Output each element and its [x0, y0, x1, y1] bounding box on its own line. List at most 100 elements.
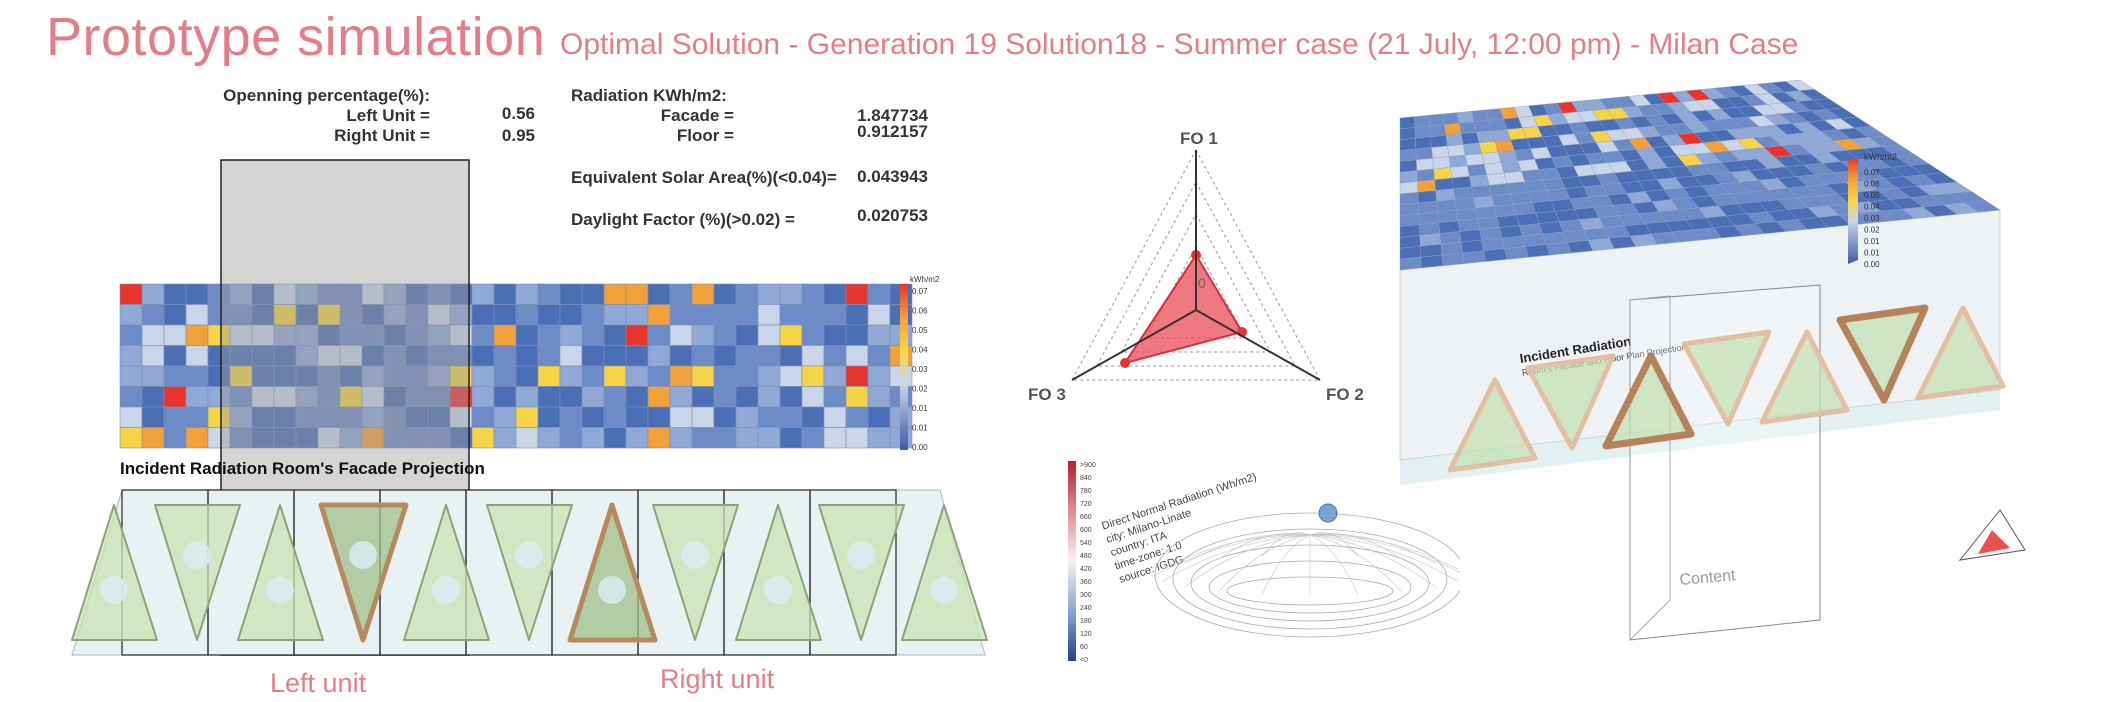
heatmap-cell: [713, 386, 737, 408]
iso-heatmap-cell: [1436, 199, 1457, 213]
objective-radar-chart: 0 FO 1 FO 2 FO 3: [1028, 129, 1364, 404]
panel-opening: [183, 541, 211, 569]
heatmap-cell: [559, 427, 583, 449]
iso-legend-tick: 0.00: [1864, 260, 1880, 269]
heatmap-cell: [823, 427, 847, 449]
heatmap-cell: [625, 324, 649, 346]
iso-heatmap-cell: [1399, 148, 1417, 162]
heatmap-cell: [757, 365, 781, 387]
heatmap-cell: [185, 283, 209, 305]
iso-heatmap-cell: [1429, 124, 1447, 137]
iso-heatmap-cell: [1419, 222, 1441, 236]
iso-heatmap-cell: [1509, 191, 1533, 205]
sun-legend-tick: 540: [1080, 540, 1092, 547]
heatmap-cell: [119, 427, 143, 449]
sun-legend-tick: 300: [1080, 592, 1092, 599]
iso-heatmap-cell: [1454, 197, 1476, 211]
heatmap-cell: [185, 324, 209, 346]
sun-legend-tick: <0: [1080, 657, 1088, 664]
iso-heatmap-cell: [1420, 254, 1444, 269]
heatmap-cell: [625, 345, 649, 367]
iso-heatmap-cell: [1415, 147, 1433, 161]
heatmap-cell: [823, 386, 847, 408]
iso-heatmap-cell: [1462, 250, 1486, 264]
heatmap-cell: [537, 304, 561, 326]
opening-heading: Openning percentage(%):: [223, 86, 430, 105]
legend-tick-label: 0.03: [912, 365, 928, 374]
heatmap-cell: [757, 427, 781, 449]
heatmap-cell: [735, 345, 759, 367]
facade-label: Facade =: [660, 106, 734, 125]
heatmap-cell: [493, 345, 517, 367]
sun-legend-tick: 120: [1080, 631, 1092, 638]
iso-heatmap-cell: [1414, 115, 1430, 128]
iso-heatmap-cell: [1415, 136, 1432, 150]
right-unit-label: Right Unit =: [334, 126, 430, 145]
heatmap-cell: [779, 304, 803, 326]
heatmap-cell: [581, 406, 605, 428]
triangle-panel: [71, 504, 158, 641]
heatmap-cell: [779, 406, 803, 428]
heatmap-cell: [669, 304, 693, 326]
heatmap-cell: [757, 304, 781, 326]
facade-value: 1.847734: [857, 106, 928, 125]
heatmap-cell: [867, 406, 891, 428]
sun-legend-tick: 780: [1080, 488, 1092, 495]
heatmap-cell: [515, 386, 539, 408]
heatmap-cell: [713, 304, 737, 326]
heatmap-cell: [867, 324, 891, 346]
heatmap-cell: [735, 324, 759, 346]
heatmap-cell: [603, 324, 627, 346]
heatmap-cell: [603, 406, 627, 428]
heatmap-cell: [647, 386, 671, 408]
iso-heatmap-cell: [1430, 135, 1448, 148]
heatmap-cell: [691, 365, 715, 387]
heatmap-cell: [559, 365, 583, 387]
heatmap-cell: [185, 304, 209, 326]
legend-tick-label: 0.01: [912, 404, 928, 413]
iso-heatmap-cell: [1546, 242, 1572, 256]
heatmap-cell: [757, 386, 781, 408]
heatmap-cell: [559, 345, 583, 367]
heatmap-cell: [163, 304, 187, 326]
content-label: Content: [1679, 567, 1737, 589]
heatmap-cell: [163, 427, 187, 449]
sun-legend-tick: 720: [1080, 501, 1092, 508]
heatmap-cell: [119, 406, 143, 428]
panel-opening: [847, 541, 875, 569]
heatmap-cell: [471, 365, 495, 387]
heatmap-cell: [669, 283, 693, 305]
radar-label-fo1: FO 1: [1180, 129, 1218, 148]
radar-grid-ring: [1071, 148, 1321, 381]
heatmap-cell: [625, 304, 649, 326]
iso-heatmap-cell: [1491, 193, 1514, 207]
heatmap-cell: [647, 406, 671, 428]
legend-colorbar: [900, 284, 908, 450]
iso-heatmap-cell: [1489, 183, 1511, 197]
facade-heatmap: [119, 283, 913, 449]
heatmap-cell: [141, 365, 165, 387]
iso-legend-tick: 0.03: [1864, 214, 1880, 223]
heatmap-cell: [537, 406, 561, 428]
heatmap-cell: [141, 345, 165, 367]
heatmap-cell: [669, 324, 693, 346]
heatmap-cell: [691, 427, 715, 449]
iso-heatmap-cell: [1416, 158, 1434, 171]
iso-heatmap-cell: [1441, 252, 1465, 266]
panel-opening: [515, 541, 543, 569]
legend-tick-label: 0.06: [912, 307, 928, 316]
iso-heatmap-cell: [1478, 141, 1499, 154]
iso-heatmap-cell: [1476, 130, 1496, 144]
iso-heatmap-cell: [1477, 216, 1500, 230]
iso-heatmap-cell: [1494, 204, 1517, 218]
iso-heatmap-cell: [1399, 224, 1421, 238]
heatmap-cell: [713, 427, 737, 449]
heatmap-cell: [867, 365, 891, 387]
sun-path-diagram: >900 840 780 720 660 600 540 480 420 360 300 240 180…: [1068, 461, 1460, 664]
heatmap-cell: [757, 406, 781, 428]
floor-facade-heatmap: [1399, 79, 2001, 271]
heatmap-cell: [515, 427, 539, 449]
iso-heatmap-cell: [1414, 125, 1431, 139]
heatmap-cell: [119, 386, 143, 408]
heatmap-cell: [669, 427, 693, 449]
